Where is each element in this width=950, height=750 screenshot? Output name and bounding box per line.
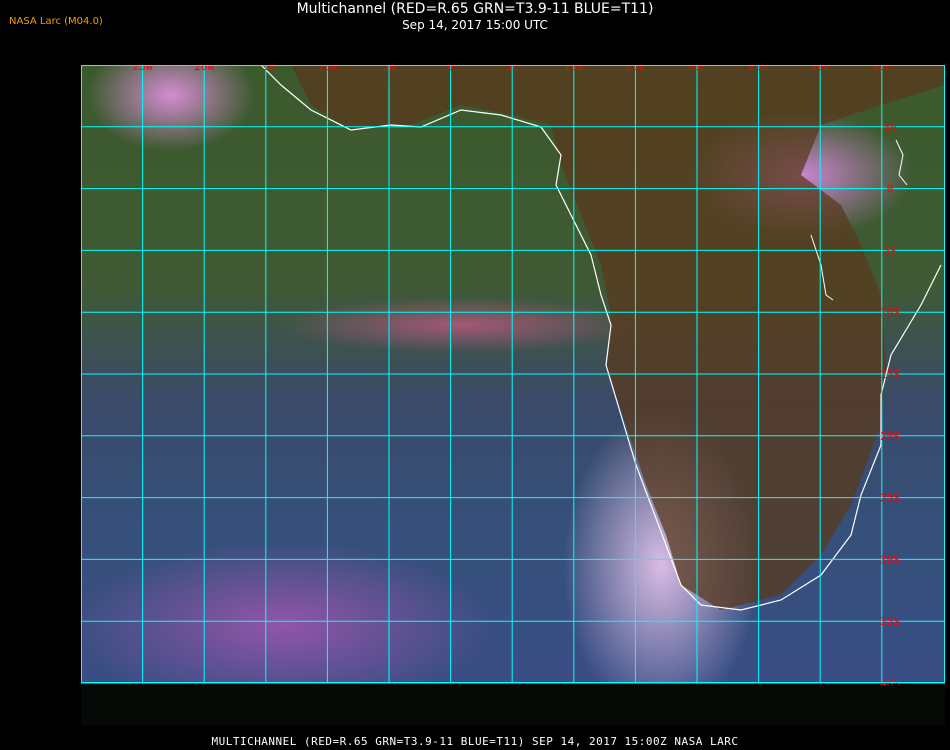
longitude-label: 25E (749, 65, 769, 73)
logo-label: NASA Larc (M04.0) (9, 16, 103, 27)
longitude-label: 20E (687, 65, 707, 73)
longitude-label: 10E (564, 65, 584, 73)
latitude-label: 5N (883, 121, 896, 134)
latitude-label: 30S (880, 553, 900, 566)
longitude-label: 5E (506, 65, 519, 73)
footer-caption: MULTICHANNEL (RED=R.65 GRN=T3.9-11 BLUE=… (211, 735, 739, 748)
lat-lon-grid: 25W 20W 15W 10W 5W 0 5E 10E 15E 20E 25E 30E 35E 5N 0 5S… (81, 65, 945, 685)
longitude-label: 5W (382, 65, 396, 73)
latitude-label: 0 (887, 183, 894, 196)
longitude-label: 30E (810, 65, 830, 73)
longitude-label: 15W (256, 65, 276, 73)
longitude-label: 0 (447, 65, 454, 73)
latitude-label: 25S (880, 492, 900, 505)
lake-outline (895, 139, 908, 186)
image-title: Multichannel (RED=R.65 GRN=T3.9-11 BLUE=… (296, 1, 654, 17)
longitude-label: 10W (317, 65, 337, 73)
coastline (260, 65, 942, 611)
latitude-label: 40S (880, 677, 900, 685)
longitude-label: 15E (625, 65, 645, 73)
longitude-label: 35E (872, 65, 892, 73)
map-border (81, 65, 945, 683)
latitude-label: 20S (880, 430, 900, 443)
latitude-label: 5S (883, 244, 896, 257)
latitude-label: 15S (880, 368, 900, 381)
longitude-label: 25W (133, 65, 153, 73)
image-timestamp: Sep 14, 2017 15:00 UTC (402, 18, 548, 32)
latitude-label: 10S (880, 306, 900, 319)
latitude-label: 35S (880, 615, 900, 628)
longitude-label: 20W (194, 65, 214, 73)
